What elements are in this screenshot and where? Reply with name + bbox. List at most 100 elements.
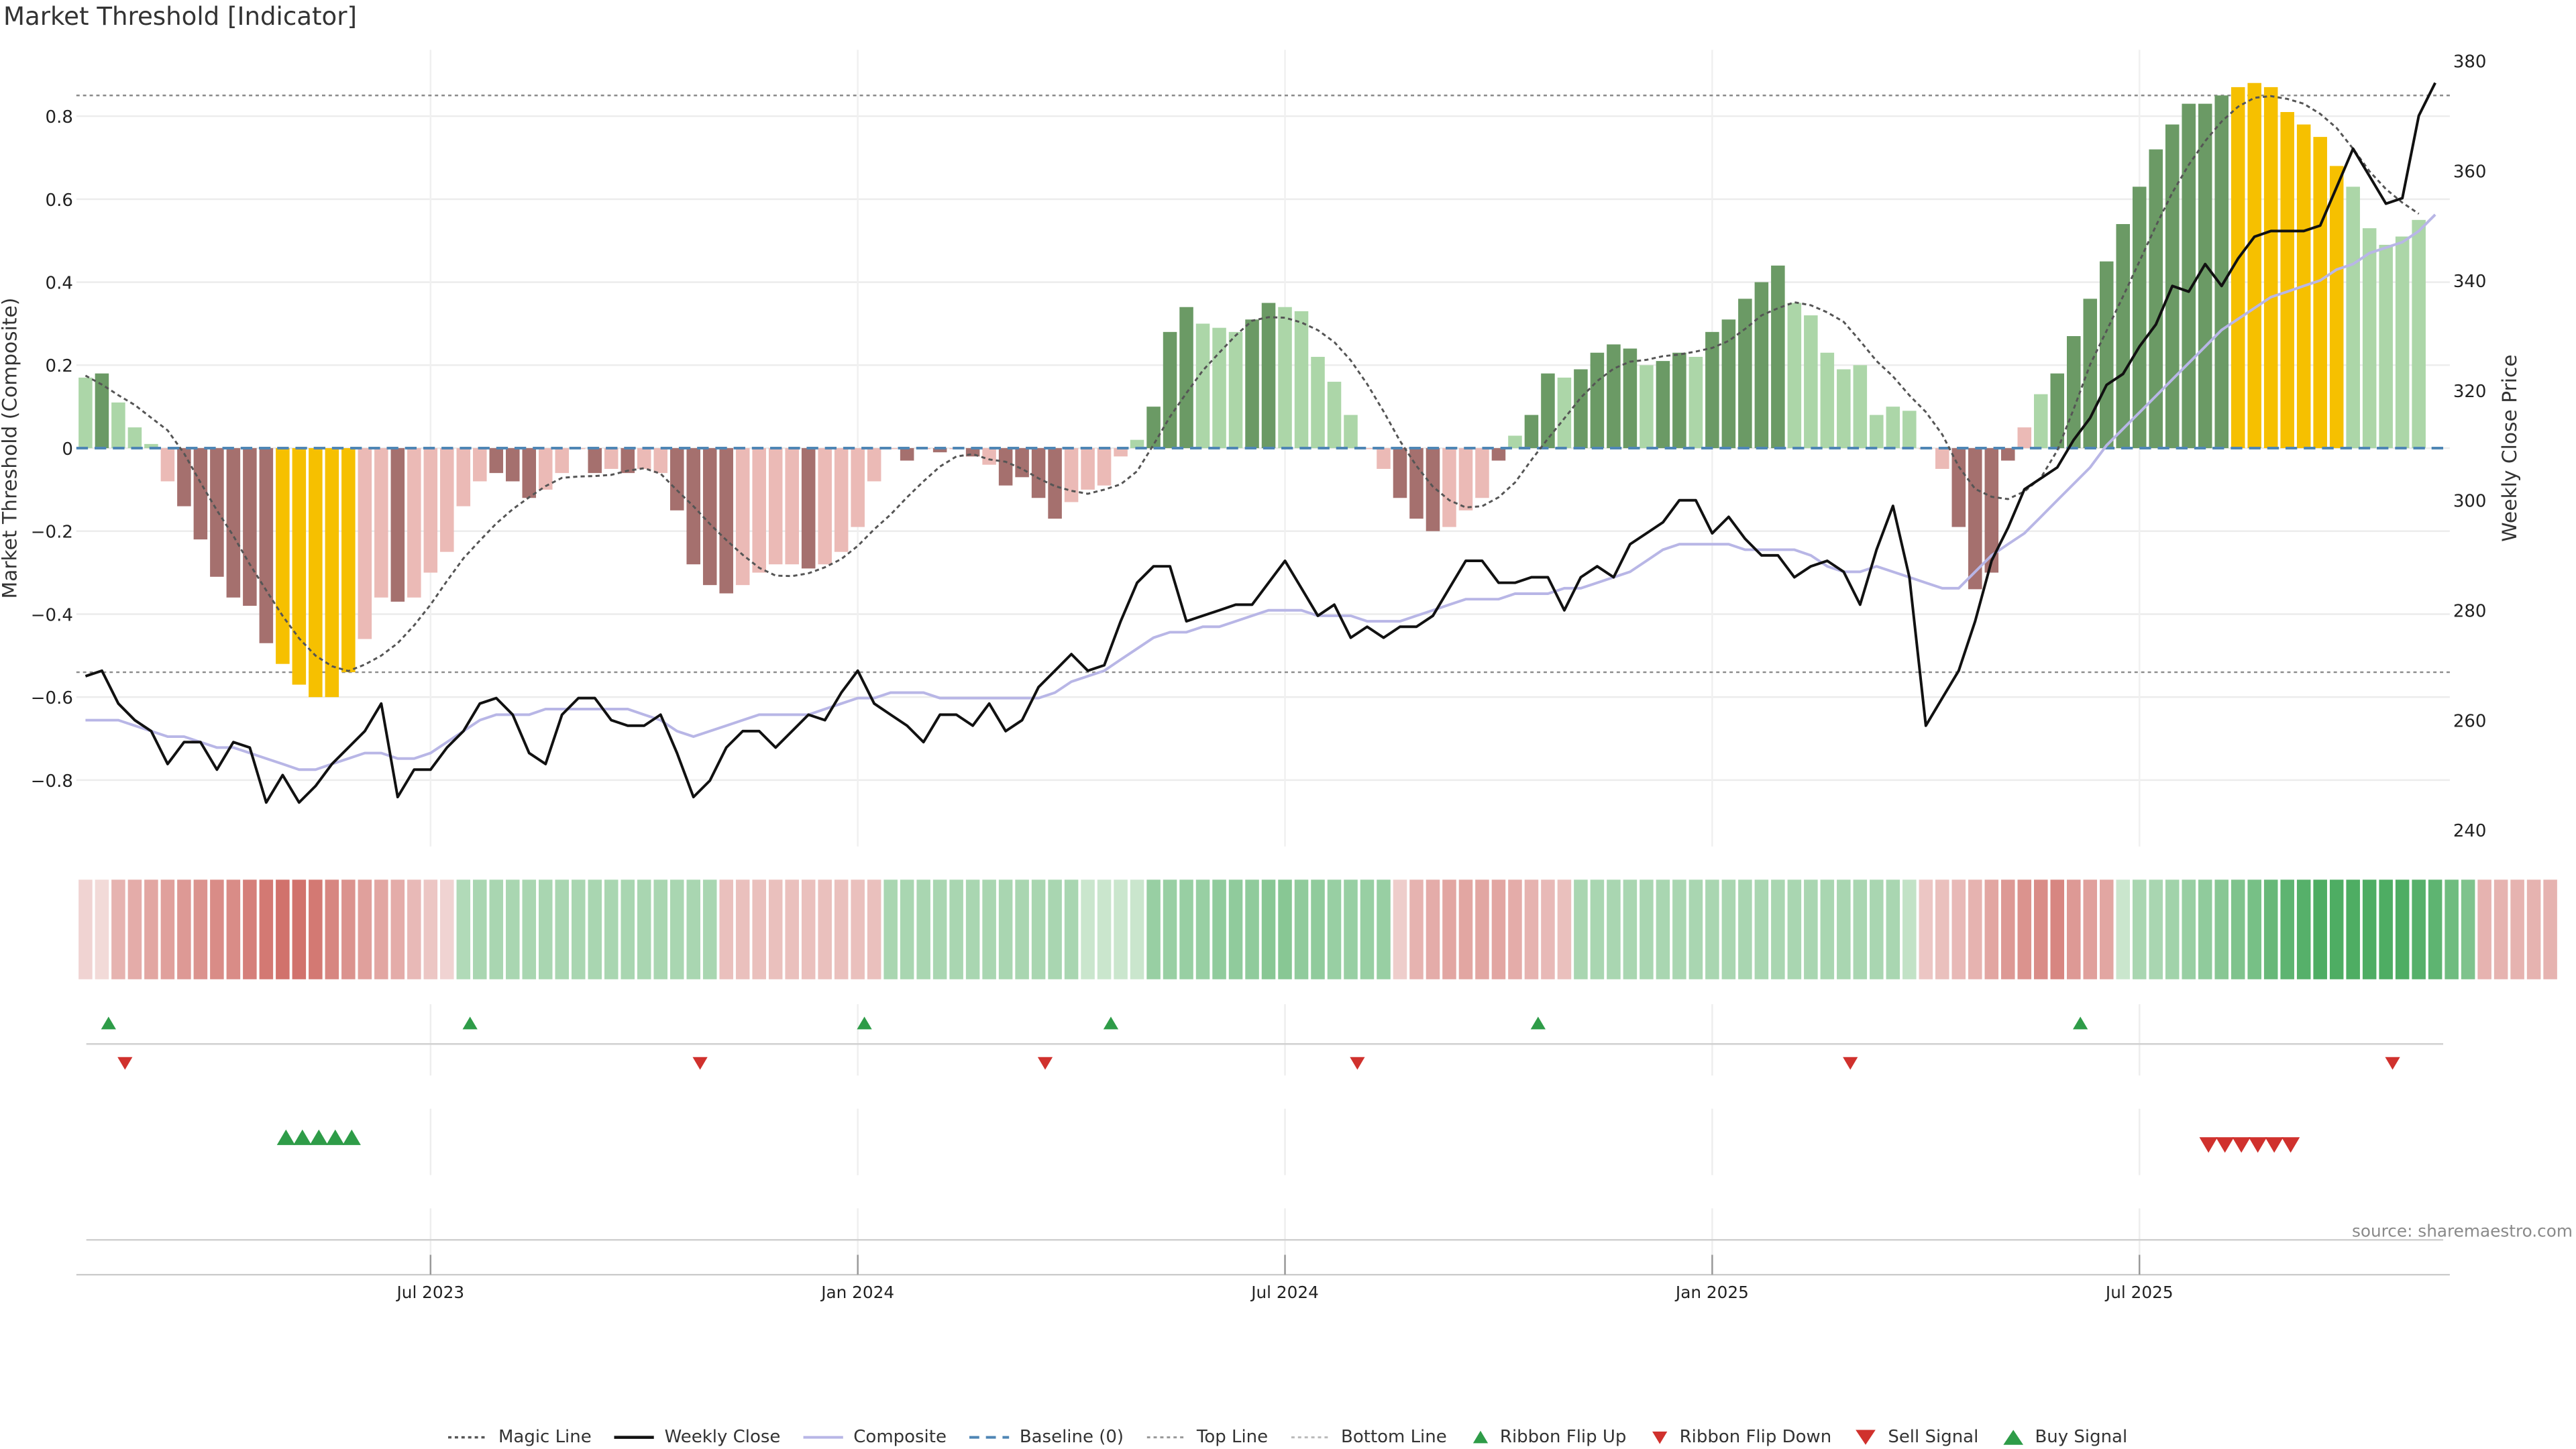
ribbon-cell — [932, 879, 947, 979]
composite-bar — [1837, 369, 1851, 449]
composite-bar — [1607, 344, 1621, 449]
left-tick-label: 0.2 — [46, 356, 73, 376]
composite-bar — [2214, 95, 2229, 449]
composite-bar — [1935, 448, 1949, 469]
composite-bar — [325, 448, 339, 698]
composite-bar — [1820, 352, 1835, 449]
ribbon-cell — [2280, 879, 2294, 979]
ribbon-cell — [259, 879, 274, 979]
ribbon-cell — [276, 879, 290, 979]
ribbon-cell — [539, 879, 553, 979]
sell-signal-marker — [2249, 1137, 2267, 1153]
right-tick-label: 300 — [2453, 492, 2487, 512]
ribbon-cell — [2182, 879, 2196, 979]
legend-item-weekly-close: Weekly Close — [614, 1428, 780, 1448]
signal-panels — [86, 1004, 2444, 1275]
composite-bar — [588, 448, 602, 474]
sell-signal-marker — [2282, 1137, 2300, 1153]
composite-bar — [2231, 87, 2245, 449]
ribbon-cell — [1130, 879, 1144, 979]
ribbon-cell — [506, 879, 520, 979]
legend-item-top-line: Top Line — [1146, 1427, 1269, 1448]
left-tick-label: 0.6 — [46, 191, 73, 211]
ribbon-cell — [1195, 879, 1210, 979]
ribbon-cell — [2214, 879, 2229, 979]
ribbon-cell — [1919, 879, 1933, 979]
ribbon-cell — [341, 879, 356, 979]
composite-bar — [818, 448, 832, 565]
composite-bar — [1541, 373, 1555, 449]
composite-bar — [95, 373, 109, 449]
composite-bar — [522, 448, 537, 498]
composite-bar — [1146, 407, 1161, 449]
ribbon-cell — [1097, 879, 1112, 979]
composite-bar — [1721, 319, 1736, 449]
ribbon-cell — [489, 879, 504, 979]
page-title: Market Threshold [Indicator] — [3, 1, 357, 32]
composite-bar — [1097, 448, 1112, 486]
composite-bar — [1245, 319, 1259, 449]
legend-label: Top Line — [1196, 1427, 1269, 1448]
legend: Magic Line Weekly Close Composite Baseli… — [0, 1428, 2576, 1448]
ribbon-cell — [1015, 879, 1029, 979]
ribbon-cell — [851, 879, 865, 979]
left-tick-label: −0.8 — [31, 771, 73, 792]
ribbon-cell — [2165, 879, 2180, 979]
ribbon-cell — [1656, 879, 1670, 979]
ribbon-cell — [2247, 879, 2261, 979]
ribbon-cell — [1491, 879, 1506, 979]
x-axis: Jul 2023 Jan 2024 Jul 2024 Jan 2025 Jul 2025 — [76, 1254, 2450, 1302]
composite-bar — [489, 448, 504, 474]
ribbon-cell — [1607, 879, 1621, 979]
composite-bar — [358, 448, 372, 639]
ribbon-cell — [2543, 879, 2557, 979]
composite-bar — [1294, 311, 1309, 449]
composite-bar — [2001, 448, 2015, 461]
composite-bar — [1114, 448, 1128, 457]
ribbon-cell — [2346, 879, 2360, 979]
left-tick-label: −0.6 — [31, 688, 73, 708]
heat-ribbon — [78, 879, 2557, 979]
ribbon-cell — [1590, 879, 1605, 979]
legend-item-ribbon-flip-up: Ribbon Flip Up — [1470, 1428, 1626, 1448]
ribbon-cell — [2296, 879, 2311, 979]
ribbon-cell — [2445, 879, 2459, 979]
ribbon-cell — [998, 879, 1013, 979]
ribbon-cell — [2198, 879, 2212, 979]
dotted-line-icon — [448, 1436, 489, 1439]
composite-bar — [1508, 435, 1522, 449]
ribbon-cell — [1870, 879, 1884, 979]
composite-bar — [621, 448, 635, 474]
composite-bar — [1771, 265, 1785, 449]
ribbon-cell — [965, 879, 980, 979]
source-note: source: sharemaestro.com — [2351, 1223, 2573, 1242]
composite-bar — [144, 443, 158, 449]
ribbon-cell — [1804, 879, 1818, 979]
composite-bar — [1640, 365, 1654, 449]
ribbon-cell — [243, 879, 257, 979]
legend-item-composite: Composite — [804, 1428, 947, 1448]
ribbon-cell — [1278, 879, 1292, 979]
ribbon-cell — [1968, 879, 1982, 979]
composite-bar — [932, 448, 947, 453]
composite-bar — [2395, 236, 2410, 449]
ribbon-cell — [571, 879, 586, 979]
ribbon-cell — [226, 879, 241, 979]
legend-label: Magic Line — [498, 1427, 592, 1448]
ribbon-cell — [2493, 879, 2508, 979]
legend-item-magic-line: Magic Line — [448, 1427, 592, 1448]
ribbon-cell — [1640, 879, 1654, 979]
ribbon-cell — [1902, 879, 1917, 979]
composite-bar — [1442, 448, 1456, 527]
ribbon-cell — [407, 879, 421, 979]
composite-bar — [2116, 224, 2131, 449]
sell-signal-marker — [2216, 1137, 2235, 1153]
ribbon-cell — [1327, 879, 1342, 979]
composite-bar — [78, 377, 93, 449]
ribbon-cell — [702, 879, 717, 979]
ribbon-flip-up-marker — [462, 1016, 478, 1030]
composite-bar — [2099, 261, 2114, 449]
ribbon-cell — [210, 879, 224, 979]
ribbon-cell — [358, 879, 372, 979]
ribbon-cell — [1114, 879, 1128, 979]
